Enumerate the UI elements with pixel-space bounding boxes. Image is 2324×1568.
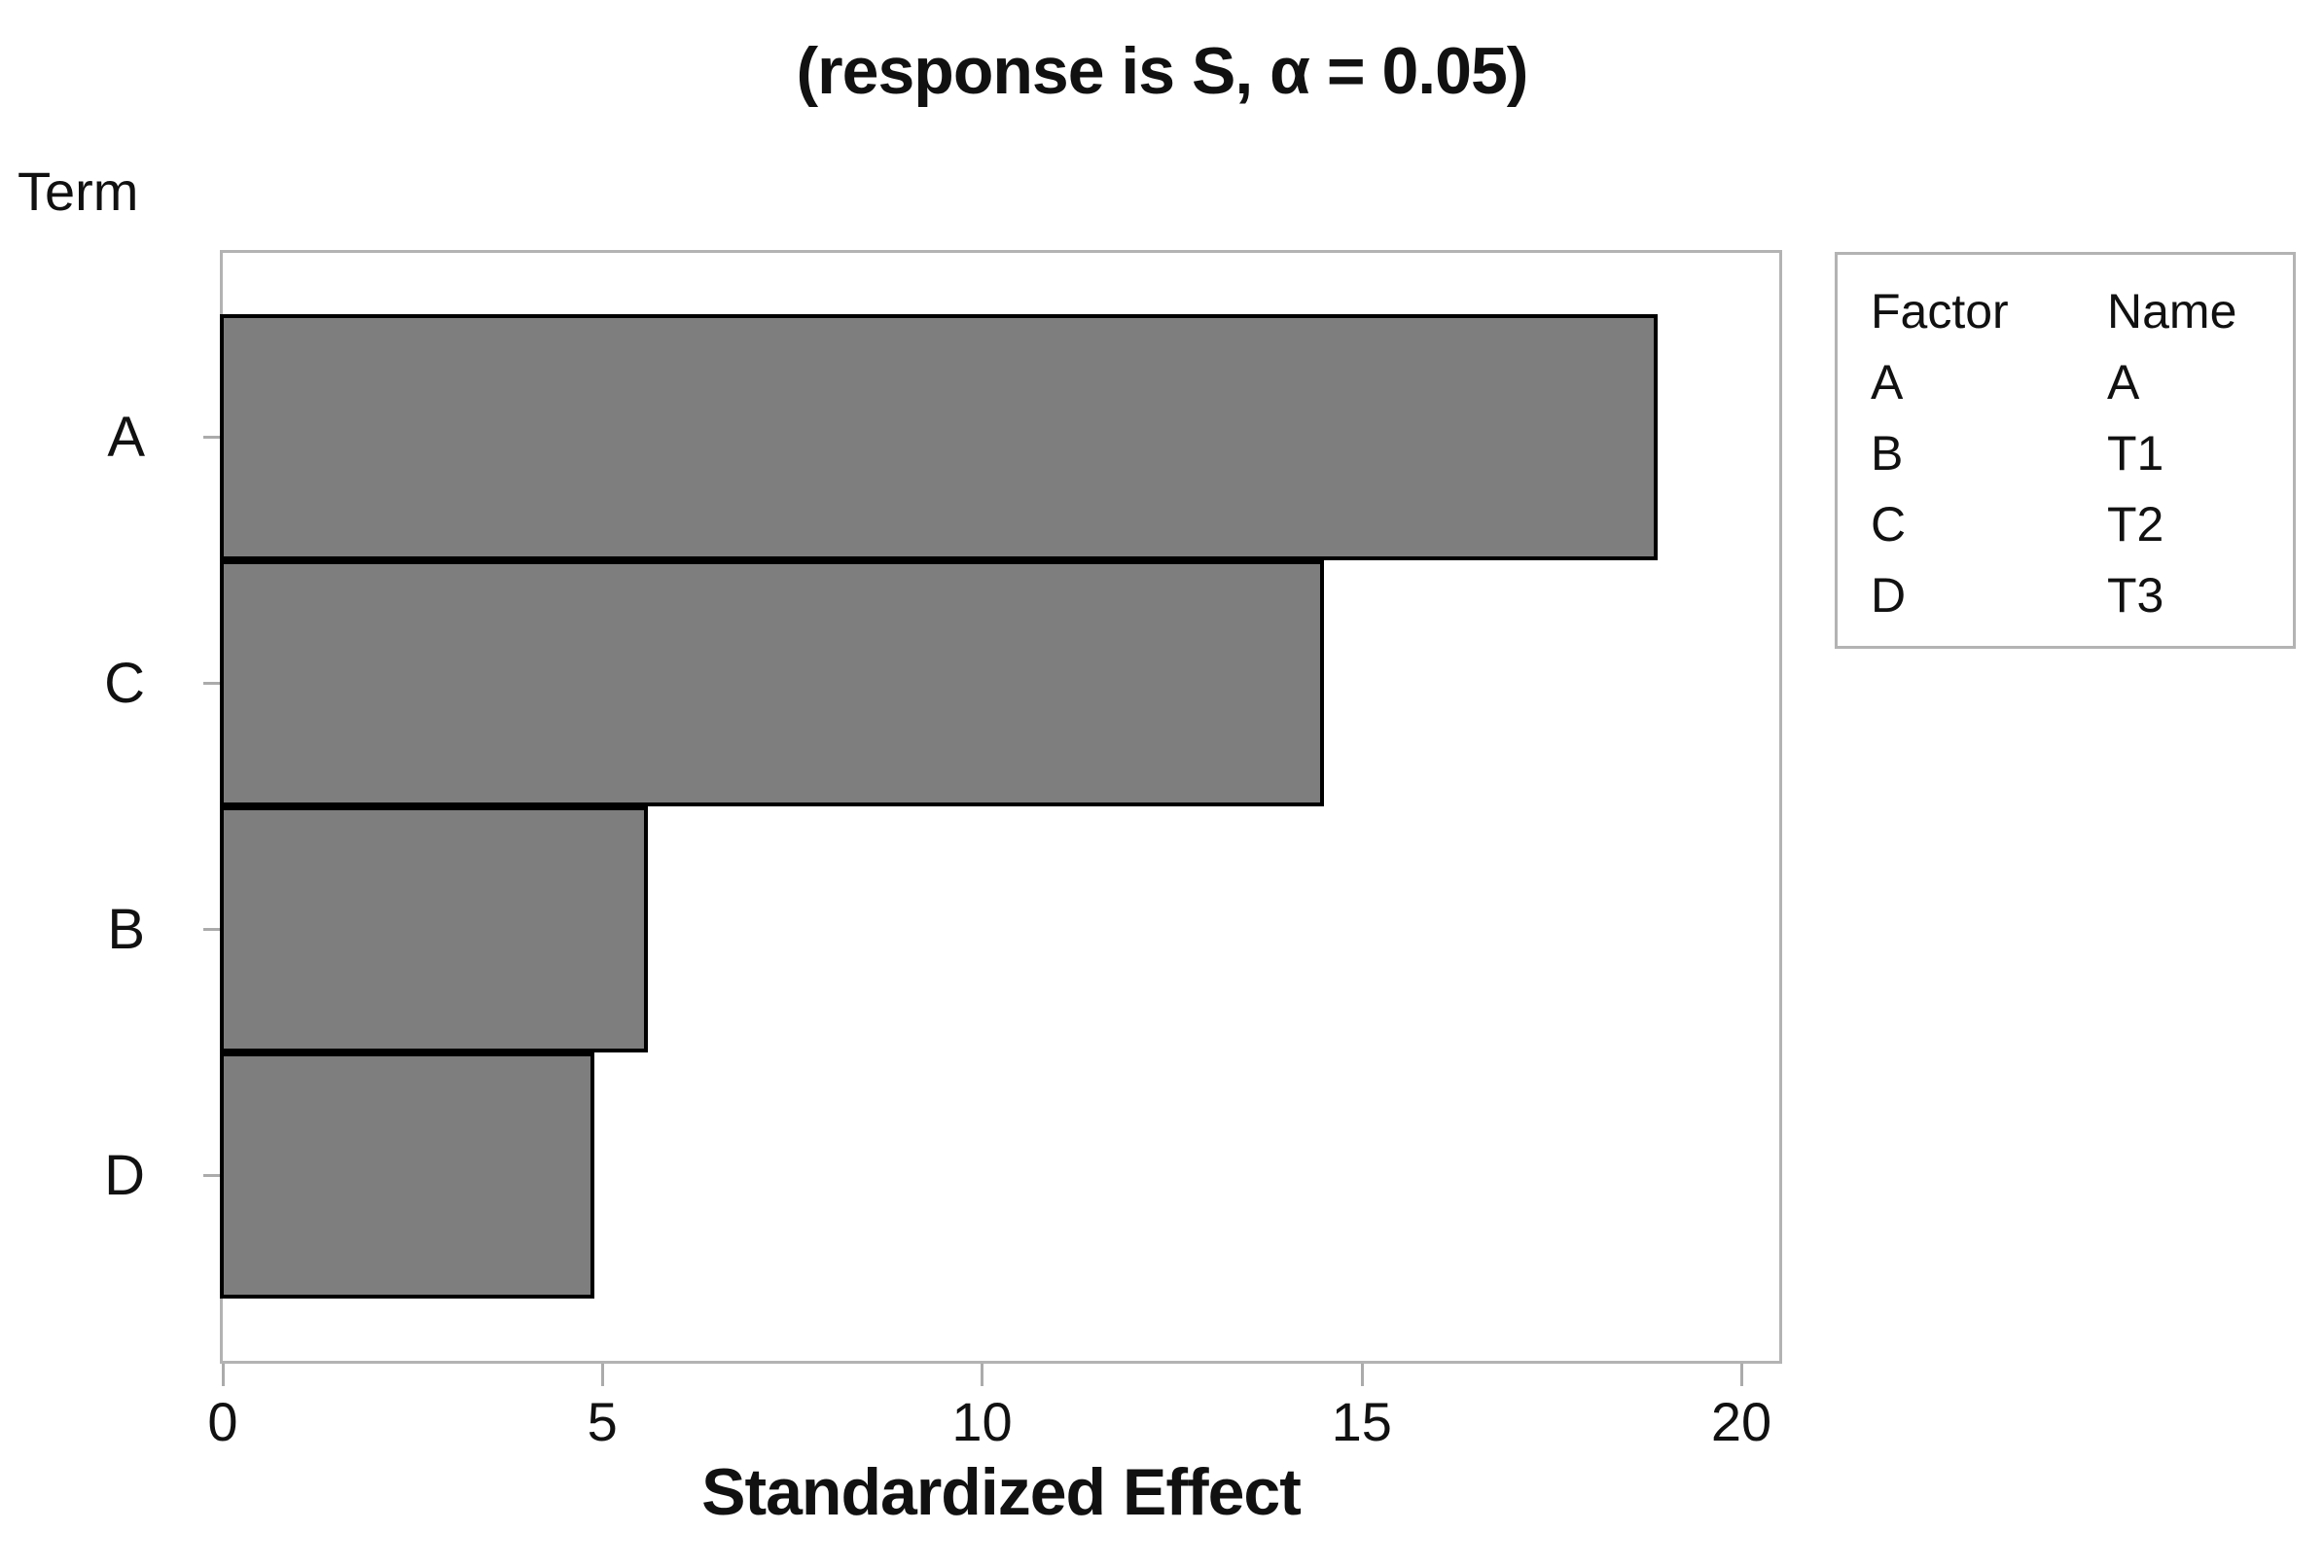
bar-B	[220, 806, 648, 1052]
legend-factor-3: D	[1871, 568, 1907, 623]
y-category-label-B: B	[107, 897, 145, 961]
factor-name-legend: Factor Name A A B T1 C T2 D T3	[1835, 252, 2296, 649]
legend-name-1: T1	[2107, 426, 2164, 481]
legend-factor-2: C	[1871, 497, 1907, 552]
legend-factor-1: B	[1871, 426, 1904, 481]
y-tick-D	[203, 1173, 220, 1177]
x-tick-20	[1739, 1364, 1743, 1386]
bar-A	[220, 314, 1658, 560]
y-category-label-D: D	[104, 1143, 145, 1207]
y-tick-C	[203, 681, 220, 685]
x-tick-10	[981, 1364, 984, 1386]
legend-name-0: A	[2107, 355, 2140, 410]
plot-area: Standardized Effect A C B D 0 5 10 15 20	[104, 250, 1782, 1529]
y-category-label-A: A	[107, 405, 145, 469]
y-tick-B	[203, 927, 220, 931]
x-tick-0	[222, 1364, 225, 1386]
x-axis-title: Standardized Effect	[701, 1455, 1302, 1529]
x-tick-label-15: 15	[1331, 1391, 1392, 1452]
x-tick-15	[1360, 1364, 1364, 1386]
legend-header-factor: Factor	[1871, 284, 2009, 339]
legend-factor-0: A	[1871, 355, 1904, 410]
legend-table: Factor Name A A B T1 C T2 D T3	[1871, 276, 2293, 631]
y-tick-A	[203, 435, 220, 439]
x-tick-label-10: 10	[951, 1391, 1013, 1452]
x-tick-label-20: 20	[1710, 1391, 1772, 1452]
y-category-label-C: C	[104, 651, 145, 715]
x-tick-5	[601, 1364, 605, 1386]
y-axis-title: Term	[18, 160, 139, 222]
legend-name-2: T2	[2107, 497, 2164, 552]
bar-C	[220, 560, 1324, 806]
chart-subtitle: (response is S, α = 0.05)	[796, 34, 1529, 108]
legend-header-name: Name	[2107, 284, 2237, 339]
legend-name-3: T3	[2107, 568, 2164, 623]
x-tick-label-0: 0	[207, 1391, 238, 1452]
bar-D	[220, 1052, 594, 1299]
x-tick-label-5: 5	[587, 1391, 618, 1452]
